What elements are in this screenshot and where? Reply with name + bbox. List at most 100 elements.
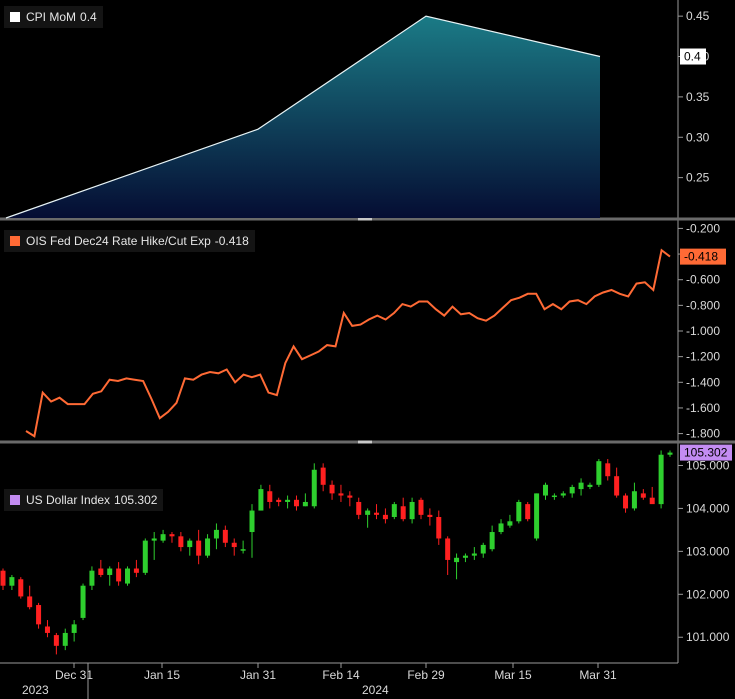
candle-body: [480, 544, 486, 554]
candle-body: [196, 540, 202, 556]
legend-swatch-cpi: [10, 12, 20, 22]
y-tick-label: -1.000: [686, 324, 720, 338]
candle-body: [658, 454, 664, 505]
x-tick-label: Dec 31: [55, 668, 93, 682]
candle-body: [80, 585, 86, 618]
candle-body: [249, 510, 255, 533]
candle-body: [36, 605, 42, 625]
y-tick-label: -1.800: [686, 427, 720, 441]
candle-body: [276, 499, 282, 502]
legend-ois[interactable]: OIS Fed Dec24 Rate Hike/Cut Exp -0.418: [4, 230, 255, 252]
candle-body: [187, 540, 193, 548]
x-year-label: 2023: [22, 683, 49, 697]
legend-dxy-value: 105.302: [114, 493, 158, 507]
x-tick-label: Mar 31: [579, 668, 617, 682]
candle-body: [213, 529, 219, 539]
legend-dxy[interactable]: US Dollar Index 105.302: [4, 489, 164, 511]
candle-body: [427, 514, 433, 517]
y-tick-label: -1.200: [686, 350, 720, 364]
candle-body: [151, 538, 157, 541]
y-tick-label: 0.45: [686, 9, 710, 23]
candle-body: [614, 476, 620, 496]
candle-body: [44, 626, 50, 633]
candle-body: [587, 484, 593, 487]
candle-body: [640, 493, 646, 498]
candle-body: [623, 495, 629, 509]
legend-dxy-label: US Dollar Index: [26, 493, 111, 507]
ois-line: [25, 248, 671, 438]
candle-body: [178, 536, 184, 548]
candle-body: [142, 540, 148, 573]
y-tick-label: -1.400: [686, 375, 720, 389]
legend-cpi-label: CPI MoM: [26, 10, 77, 24]
candle-body: [133, 568, 139, 573]
candle-body: [240, 549, 246, 551]
legend-cpi[interactable]: CPI MoM 0.4: [4, 6, 103, 28]
candle-body: [462, 555, 468, 558]
candle-body: [382, 514, 388, 520]
candle-body: [391, 504, 397, 517]
y-tick-label: -0.800: [686, 298, 720, 312]
candle-body: [222, 529, 228, 543]
candle-body: [53, 635, 59, 646]
x-tick-label: Jan 15: [144, 668, 180, 682]
candle-body: [9, 577, 15, 586]
cpi-area: [6, 16, 600, 218]
candle-body: [516, 501, 522, 522]
candle-body: [454, 557, 460, 563]
legend-ois-value: -0.418: [214, 234, 249, 248]
y-tick-label: -0.200: [686, 221, 720, 235]
last-value-box: [680, 48, 706, 65]
candle-body: [116, 568, 122, 582]
candle-body: [169, 534, 175, 537]
candle-body: [551, 495, 557, 498]
candle-body: [267, 491, 273, 502]
candle-body: [311, 469, 317, 507]
x-tick-label: Feb 14: [322, 668, 360, 682]
last-value-label: -0.418: [684, 250, 718, 264]
candle-body: [347, 495, 353, 498]
candle-body: [400, 506, 406, 520]
candle-body: [258, 489, 264, 511]
candle-body: [569, 486, 575, 494]
x-tick-label: Mar 15: [494, 668, 532, 682]
candle-body: [667, 452, 673, 455]
candle-body: [525, 504, 531, 520]
candle-body: [89, 570, 95, 586]
candle-body: [578, 482, 584, 490]
y-tick-label: 105.000: [686, 458, 730, 472]
candle-body: [631, 491, 637, 509]
candle-body: [445, 538, 451, 560]
y-tick-label: -1.600: [686, 401, 720, 415]
candle-body: [436, 517, 442, 539]
candle-body: [293, 499, 299, 507]
x-tick-label: Jan 31: [240, 668, 276, 682]
last-value-label: 0.4: [684, 50, 701, 64]
candle-body: [356, 501, 362, 515]
last-value-box: [680, 444, 732, 461]
candle-body: [471, 553, 477, 556]
legend-swatch-ois: [10, 236, 20, 246]
candle-body: [320, 467, 326, 485]
candle-body: [302, 501, 308, 507]
candle-body: [374, 512, 380, 515]
x-tick-label: Feb 29: [407, 668, 445, 682]
candle-body: [98, 568, 104, 575]
candle-body: [365, 510, 371, 515]
y-tick-label: 0.35: [686, 90, 710, 104]
candle-body: [507, 521, 513, 526]
candle-body: [605, 463, 611, 477]
candle-body: [542, 484, 548, 496]
candle-body: [489, 532, 495, 550]
cpi-line: [5, 15, 601, 219]
y-tick-label: 103.000: [686, 544, 730, 558]
candle-body: [534, 493, 540, 539]
candle-body: [27, 596, 33, 608]
candle-body: [18, 579, 24, 597]
last-value-label: 105.302: [684, 446, 728, 460]
candle-body: [409, 501, 415, 520]
y-tick-label: 104.000: [686, 501, 730, 515]
candle-body: [329, 484, 335, 494]
candle-body: [231, 542, 237, 548]
